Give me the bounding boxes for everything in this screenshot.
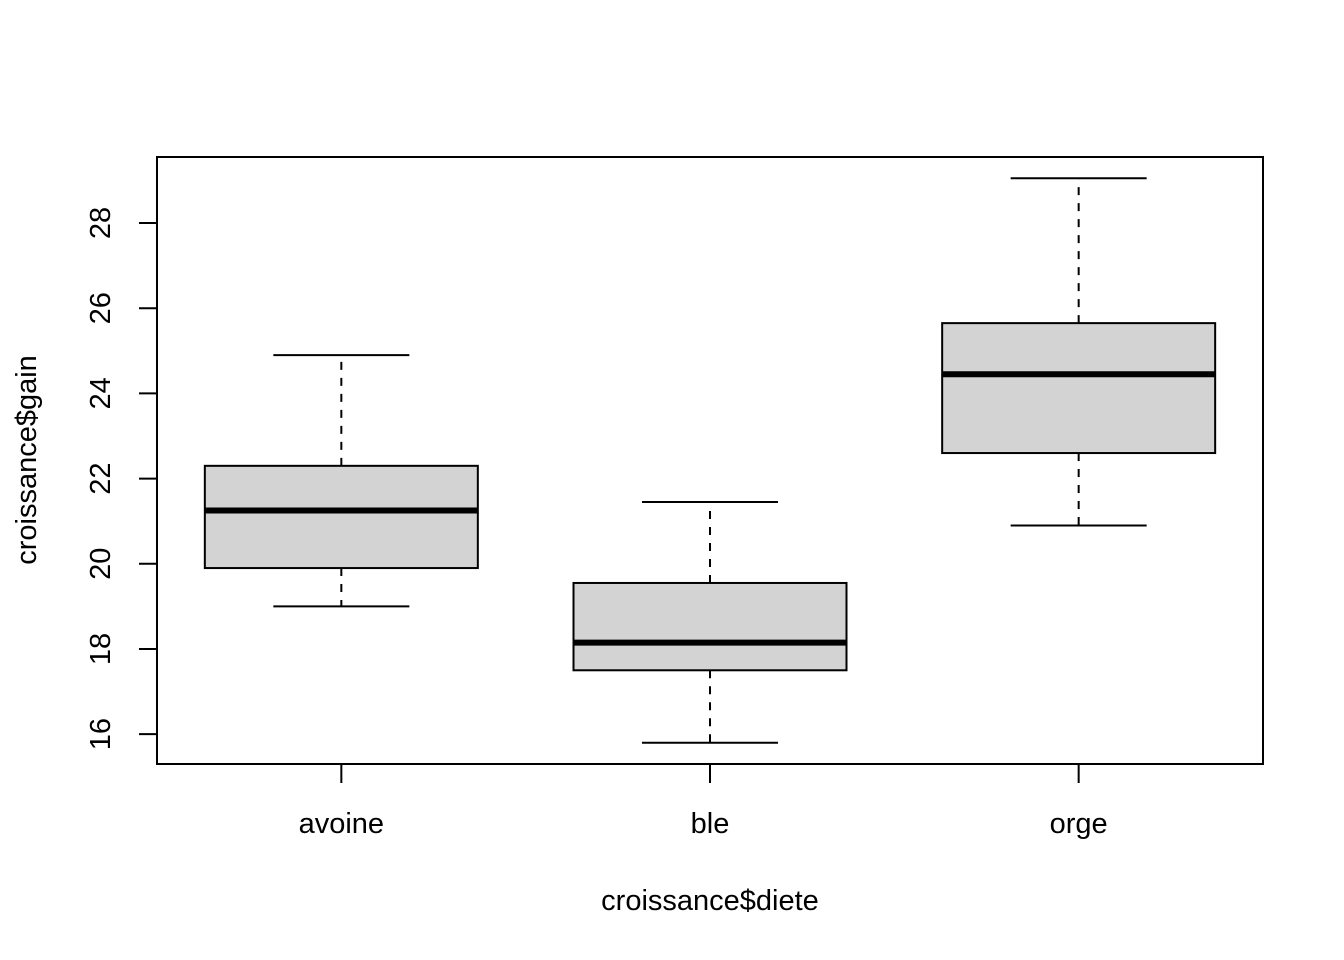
y-tick-label: 16 — [85, 718, 117, 750]
y-tick-label: 18 — [85, 633, 117, 665]
box-avoine — [203, 354, 479, 608]
box-ble — [572, 501, 848, 744]
chart-marks — [203, 177, 1217, 744]
y-tick-label: 26 — [85, 292, 117, 324]
x-axis-title: croissance$diete — [601, 885, 819, 917]
y-tick-label: 20 — [85, 548, 117, 580]
y-tick-label: 22 — [85, 462, 117, 494]
x-tick-label: avoine — [299, 808, 384, 840]
x-axis: avoine ble orge — [299, 764, 1108, 840]
iqr-box — [203, 464, 479, 570]
x-tick-label: ble — [691, 808, 730, 840]
y-axis: 16 18 20 22 24 26 28 — [85, 207, 157, 750]
x-tick-label: orge — [1050, 808, 1108, 840]
y-tick-label: 24 — [85, 377, 117, 409]
y-axis-title: croissance$gain — [11, 355, 43, 565]
iqr-box — [572, 581, 848, 672]
box-orge — [941, 177, 1217, 527]
y-tick-label: 28 — [85, 207, 117, 239]
iqr-box — [941, 322, 1217, 455]
